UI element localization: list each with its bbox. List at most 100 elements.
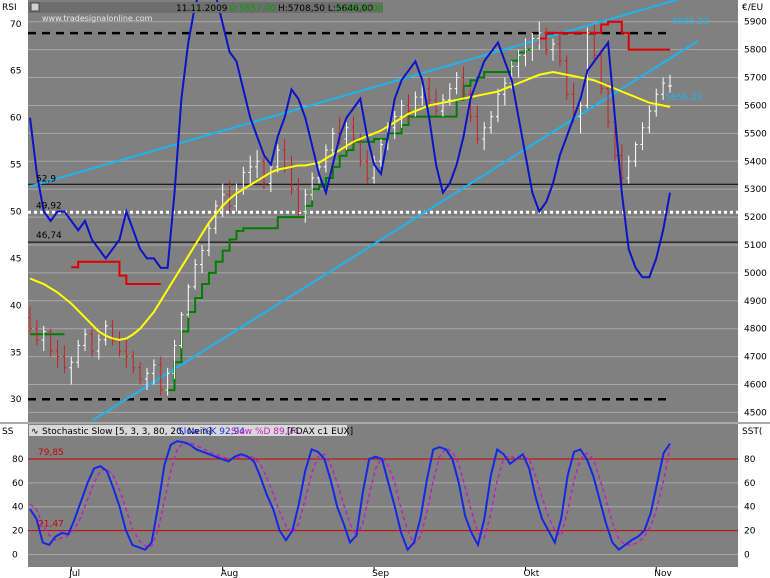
ohlc-bar	[592, 24, 597, 61]
rsi-tick-label: 45	[10, 254, 21, 264]
ohlc-bar	[248, 155, 253, 184]
ohlc-bar	[227, 180, 232, 212]
stoch-k-line	[29, 440, 671, 552]
stop-line-down	[71, 20, 670, 286]
stochastic-lines	[29, 440, 671, 552]
ohlc-bar	[564, 55, 569, 100]
label-level-52-9: 52,9	[36, 174, 56, 184]
axis-labels: 4500460047004800490050005100520053005400…	[10, 18, 767, 578]
ohlc-bar	[406, 94, 411, 123]
ohlc-bar	[633, 141, 638, 167]
ohlc-bar	[544, 27, 549, 56]
ohlc-bar	[179, 311, 184, 349]
ohlc-bar	[268, 161, 273, 192]
ohlc-bar	[454, 71, 459, 95]
header-background	[28, 2, 383, 13]
ohlc-bar	[158, 356, 163, 396]
ohlc-bar	[647, 105, 652, 134]
stoch-tick-right: 20	[744, 527, 756, 537]
rsi-tick-label: 65	[10, 67, 21, 77]
rsi-tick-label: 30	[10, 395, 22, 405]
ohlc-bar	[365, 150, 370, 184]
ohlc-bar	[55, 339, 60, 368]
ohlc-bar	[34, 320, 39, 346]
window-icon[interactable]	[30, 2, 40, 12]
label-level-49-92: 49,92	[36, 201, 62, 211]
ohlc-bar	[640, 122, 645, 151]
label-overbought: 79,85	[38, 448, 64, 458]
ohlc-bar	[427, 77, 432, 106]
ohlc-bar	[461, 66, 466, 100]
ohlc-bars	[28, 21, 672, 396]
rsi-tick-label: 60	[10, 114, 22, 124]
price-tick-label: 4500	[744, 408, 767, 418]
month-tick-label: Sep	[372, 569, 389, 578]
ohlc-bar	[310, 172, 315, 201]
label-trend-upper: 5985,22	[672, 17, 709, 27]
stoch-tick-right: 40	[744, 503, 756, 513]
stoch-left-title: SS	[2, 427, 14, 437]
price-tick-label: 5200	[744, 213, 767, 223]
stoch-legend-icon[interactable]: ∿	[31, 427, 39, 437]
price-tick-label: 4900	[744, 297, 767, 307]
ohlc-bar	[69, 356, 74, 385]
stoch-tick-left: 60	[12, 479, 24, 489]
month-tick-label: Aug	[221, 569, 239, 578]
rsi-polyline	[29, 0, 671, 279]
ohlc-bar	[234, 183, 239, 212]
ohlc-bar	[578, 99, 583, 134]
ohlc-bar	[62, 345, 67, 374]
rsi-tick-label: 55	[10, 161, 21, 171]
price-tick-label: 5500	[744, 129, 767, 139]
price-tick-label: 4600	[744, 381, 767, 391]
stoch-tick-right: 60	[744, 479, 756, 489]
ohlc-bar	[434, 88, 439, 117]
ohlc-bar	[495, 88, 500, 123]
ohlc-bar	[124, 339, 129, 368]
ohlc-bar	[76, 339, 81, 368]
ohlc-bar	[654, 88, 659, 117]
ohlc-bar	[213, 200, 218, 234]
rsi-tick-label: 70	[10, 20, 22, 30]
ohlc-bar	[172, 339, 177, 379]
ohlc-bar	[619, 144, 624, 184]
ohlc-bar	[48, 328, 53, 357]
stoch-tick-right: 0	[744, 550, 750, 560]
price-tick-label: 5300	[744, 185, 767, 195]
ohlc-bar	[626, 155, 631, 184]
ohlc-bar	[89, 328, 94, 357]
trendline-upper	[29, 0, 680, 188]
price-tick-label: 5100	[744, 241, 767, 251]
ohlc-bar	[28, 306, 32, 335]
stoch-d-line	[29, 441, 671, 547]
stoch-tick-left: 0	[12, 550, 18, 560]
ohlc-bar	[502, 77, 507, 106]
left-axis-title: RSI	[2, 3, 17, 13]
ohlc-bar	[193, 258, 198, 290]
rsi-tick-label: 50	[10, 208, 22, 218]
rsi-levels	[28, 31, 738, 401]
ohlc-bar	[96, 334, 101, 360]
label-trend-lower: 5656,29	[665, 93, 702, 103]
price-tick-label: 4800	[744, 325, 767, 335]
ohlc-bar	[399, 99, 404, 128]
stoch-legend-k: Slow %K 92,94	[178, 427, 245, 437]
ohlc-bar	[103, 320, 108, 346]
label-level-46-74: 46,74	[36, 231, 62, 241]
ohlc-bar	[330, 127, 335, 156]
stoch-tick-right: 80	[744, 455, 756, 465]
stoch-right-title: SST(	[742, 427, 762, 437]
ma-line	[29, 70, 671, 341]
right-axis-title: €/EU	[742, 3, 763, 13]
ohlc-bar	[41, 325, 46, 352]
month-tick-label: Jul	[68, 569, 80, 578]
ohlc-bar	[303, 189, 308, 223]
annotations: 52,9 49,92 46,74 5985,22 5656,29 79,85 21,47	[36, 17, 709, 530]
stoch-tick-left: 80	[12, 455, 24, 465]
price-tick-label: 4700	[744, 353, 767, 363]
ohlc-bar	[440, 94, 445, 117]
stop-lines	[30, 20, 670, 392]
ohlc-bar	[131, 351, 136, 374]
